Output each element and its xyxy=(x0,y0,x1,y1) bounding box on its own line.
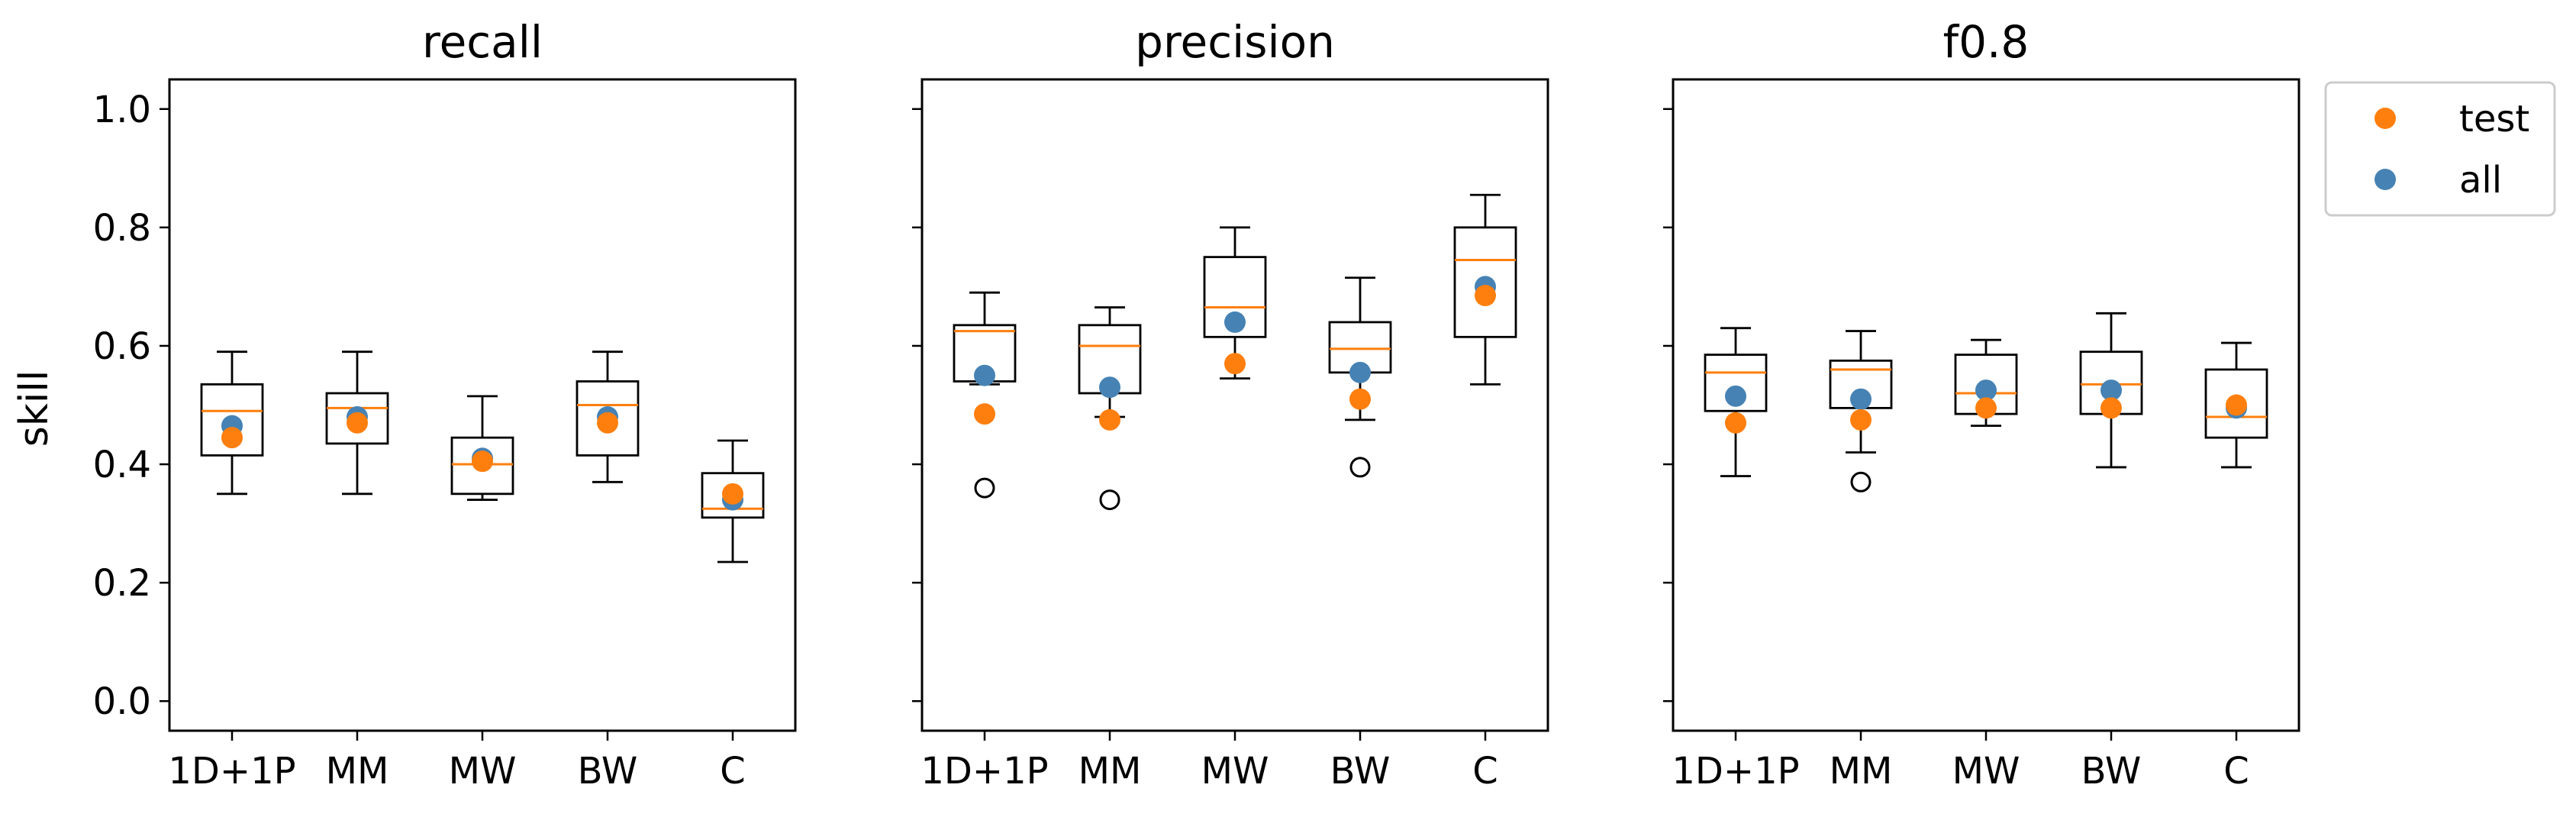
legend-label-all: all xyxy=(2459,159,2502,202)
panel-title: recall xyxy=(422,16,543,68)
box-1D+1P xyxy=(200,350,264,496)
point-test xyxy=(347,412,368,434)
y-tick-label: 0.4 xyxy=(93,444,151,486)
outlier-point xyxy=(1099,489,1120,511)
box-iqr xyxy=(575,380,640,457)
legend-marker-test xyxy=(2374,108,2396,129)
box-C xyxy=(701,439,765,564)
box-C xyxy=(1453,193,1517,386)
point-test xyxy=(974,403,995,425)
box-iqr xyxy=(2204,368,2268,439)
point-test xyxy=(1349,388,1371,410)
point-all xyxy=(2100,379,2122,402)
panel-title: precision xyxy=(1135,16,1335,68)
box-C xyxy=(2204,341,2268,469)
axes-frame xyxy=(920,78,1549,732)
x-tick-label: C xyxy=(2223,750,2249,793)
point-test xyxy=(1224,353,1246,375)
point-all xyxy=(1850,388,1872,410)
x-tick-label: MM xyxy=(326,750,389,793)
panel-1: precision 1D+1P MM MW BW C xyxy=(912,16,1549,793)
point-test xyxy=(472,450,493,473)
x-tick-label: 1D+1P xyxy=(168,750,295,793)
box-1D+1P xyxy=(1704,327,1768,477)
x-tick-label: BW xyxy=(578,750,638,793)
point-all xyxy=(1224,311,1246,333)
box-MM xyxy=(325,350,389,496)
panel-2: f0.8 1D+1P MM MW BW C xyxy=(1663,16,2300,793)
box-MW xyxy=(450,395,514,501)
box-iqr xyxy=(1704,354,1768,412)
y-tick-label: 0.0 xyxy=(93,680,151,723)
box-iqr xyxy=(1453,226,1517,338)
box-MW xyxy=(1954,338,2018,428)
outlier-point xyxy=(974,477,995,499)
point-test xyxy=(597,412,618,434)
x-tick-label: C xyxy=(720,750,746,793)
point-test xyxy=(2226,394,2247,416)
x-tick-label: BW xyxy=(1330,750,1391,793)
outlier-point xyxy=(1850,471,1872,492)
box-iqr xyxy=(1203,256,1267,338)
box-MW xyxy=(1203,226,1267,380)
panels: recall 0.0 0.2 0.4 0.6 0.8 1.0 1D+1P MM MW BW Cprec… xyxy=(93,16,2300,793)
panel-0: recall 0.0 0.2 0.4 0.6 0.8 1.0 1D+1P MM MW BW C xyxy=(93,16,797,793)
panel-title: f0.8 xyxy=(1943,16,2030,68)
legend: test all xyxy=(2324,81,2556,217)
x-tick-label: MM xyxy=(1078,750,1142,793)
y-tick-label: 0.8 xyxy=(93,207,151,250)
y-tick-label: 1.0 xyxy=(93,89,151,131)
legend-marker-all xyxy=(2374,169,2396,190)
point-test xyxy=(221,427,243,449)
box-iqr xyxy=(701,472,765,519)
point-all xyxy=(1349,361,1371,383)
box-iqr xyxy=(200,383,264,457)
x-tick-label: MW xyxy=(1201,750,1269,793)
box-MM xyxy=(1078,306,1142,511)
axes-frame xyxy=(168,78,797,732)
box-iqr xyxy=(450,436,514,496)
point-test xyxy=(1850,408,1872,431)
box-iqr xyxy=(325,392,389,445)
y-tick-label: 0.2 xyxy=(93,562,151,605)
box-BW xyxy=(1328,276,1392,478)
x-tick-label: MW xyxy=(449,750,517,793)
box-BW xyxy=(575,350,640,483)
x-tick-label: C xyxy=(1472,750,1498,793)
outlier-point xyxy=(1349,457,1371,478)
x-tick-label: BW xyxy=(2081,750,2142,793)
point-test xyxy=(722,483,743,505)
box-1D+1P xyxy=(953,291,1017,499)
point-test xyxy=(1475,285,1496,307)
y-axis-label: skill xyxy=(11,370,57,447)
point-all xyxy=(1975,379,1997,402)
point-test xyxy=(1099,408,1120,431)
box-MM xyxy=(1829,330,1893,492)
x-tick-label: MW xyxy=(1952,750,2020,793)
point-all xyxy=(1099,376,1120,399)
x-tick-label: 1D+1P xyxy=(1672,750,1799,793)
x-tick-label: MM xyxy=(1830,750,1893,793)
box-BW xyxy=(2079,312,2143,469)
point-test xyxy=(1975,397,1997,419)
point-all xyxy=(974,364,995,386)
y-tick-label: 0.6 xyxy=(93,325,151,368)
x-tick-label: 1D+1P xyxy=(920,750,1048,793)
legend-label-test: test xyxy=(2459,98,2529,140)
point-test xyxy=(1725,412,1746,434)
point-all xyxy=(1725,385,1746,407)
point-test xyxy=(2100,397,2122,419)
axes-frame xyxy=(1672,78,2300,732)
